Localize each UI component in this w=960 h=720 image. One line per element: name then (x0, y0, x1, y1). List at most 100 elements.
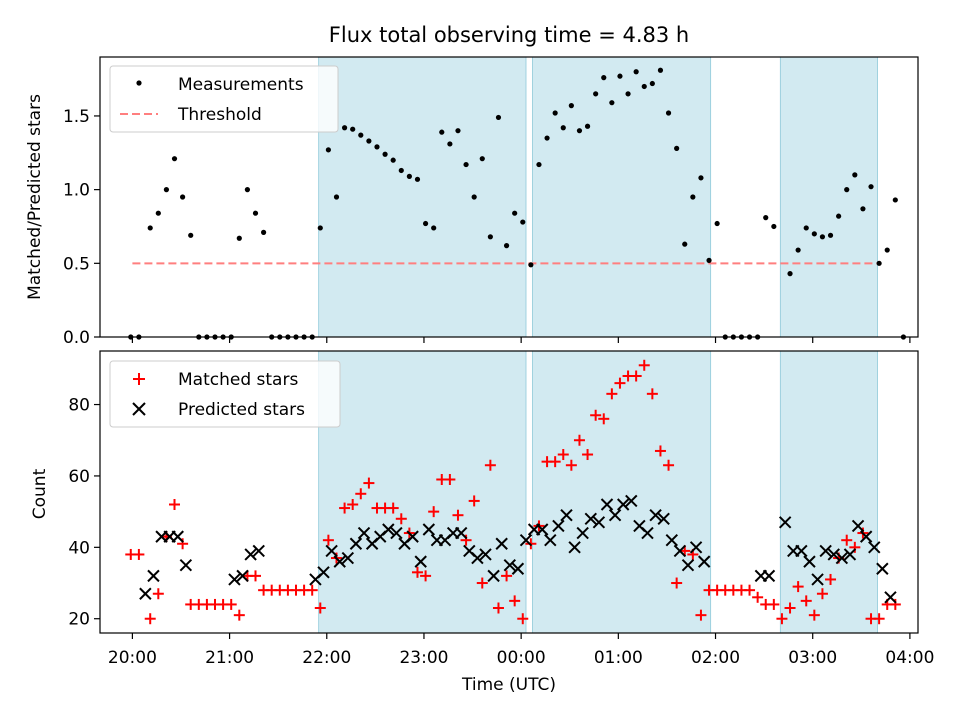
measurement-point (528, 262, 534, 268)
measurement-point (884, 247, 890, 253)
measurement-point (560, 125, 566, 131)
predicted-star-point (778, 516, 792, 529)
measurement-point (811, 231, 817, 237)
predicted-star-point (689, 541, 703, 554)
bottom-y-tick-label: 60 (68, 467, 90, 487)
matched-star-point (654, 445, 666, 457)
predicted-star-point (803, 555, 816, 568)
bottom-y-axis-label: Count (30, 468, 50, 519)
matched-star-point (452, 509, 464, 521)
predicted-star-point (406, 530, 419, 543)
matched-star-point (501, 570, 513, 582)
predicted-star-point (697, 555, 711, 568)
matched-star-point (476, 577, 488, 589)
x-axis-label: Time (UTC) (461, 675, 556, 695)
predicted-star-point (535, 523, 549, 536)
predicted-star-point (552, 519, 565, 533)
measurement-point (390, 157, 396, 163)
matched-star-point (873, 613, 885, 625)
shaded-interval (779, 56, 878, 338)
measurement-point (414, 176, 421, 182)
measurement-point (836, 213, 842, 219)
predicted-star-point (835, 551, 849, 565)
measurement-point (552, 110, 558, 116)
measurement-point (244, 187, 251, 193)
matched-star-point (339, 502, 351, 514)
matched-star-point (825, 573, 837, 585)
matched-star-point (557, 449, 569, 461)
predicted-star-point (868, 541, 881, 554)
x-tick-label: 01:00 (594, 648, 643, 668)
predicted-star-point (479, 548, 492, 561)
x-tick-label: 23:00 (399, 648, 448, 668)
measurement-point (576, 128, 583, 134)
matched-star-point (169, 498, 181, 510)
predicted-star-point (171, 530, 184, 543)
matched-star-point (133, 548, 145, 560)
predicted-star-point (592, 516, 606, 529)
top-legend-box (109, 65, 339, 133)
predicted-star-point (649, 508, 662, 522)
matched-star-point (484, 459, 496, 471)
matched-star-point (225, 598, 237, 610)
matched-star-point (549, 456, 561, 468)
measurement-point (398, 167, 404, 174)
measurement-point (358, 132, 364, 138)
matched-star-point (363, 477, 375, 489)
measurement-point (422, 220, 429, 227)
predicted-star-point (795, 544, 808, 558)
top-y-ticks: 0.0 0.5 1.0 1.5 (63, 107, 100, 348)
matched-stars-points (125, 359, 901, 625)
measurement-point (892, 197, 898, 203)
measurement-point (366, 138, 372, 144)
measurement-point (455, 128, 461, 134)
matched-star-point (646, 388, 658, 400)
measurement-point (520, 219, 526, 225)
measurement-point (341, 125, 348, 131)
x-tick-label: 22:00 (302, 648, 351, 668)
matched-star-point (784, 602, 796, 614)
predicted-star-point (487, 569, 500, 583)
matched-star-point (808, 609, 820, 621)
x-tick-label: 20:00 (108, 648, 157, 668)
predicted-star-point (560, 508, 573, 522)
measurement-point (803, 225, 809, 231)
predicted-star-point (576, 526, 589, 540)
top-y-tick-label: 0.0 (63, 328, 90, 348)
x-tick-label: 03:00 (788, 648, 837, 668)
predicted-star-point (819, 544, 832, 558)
matched-star-point (565, 459, 577, 471)
top-y-axis-label: Matched/Predicted stars (25, 94, 45, 300)
shaded-interval (532, 350, 712, 634)
predicted-star-point (244, 548, 257, 561)
predicted-star-point (349, 537, 363, 550)
top-shaded-intervals (318, 56, 878, 338)
matched-star-point (816, 588, 828, 600)
legend-matched-label: Matched stars (178, 370, 298, 390)
measurement-point (463, 161, 469, 168)
x-tick-label: 04:00 (885, 648, 934, 668)
measurement-point (876, 260, 882, 266)
chart-title: Flux total observing time = 4.83 h (329, 23, 689, 47)
top-legend: Measurements Threshold (109, 65, 339, 133)
measurement-point (649, 80, 655, 87)
predicted-star-point (333, 555, 346, 568)
measurement-point (236, 235, 242, 241)
bottom-legend-box (109, 360, 341, 428)
predicted-star-point (673, 544, 687, 558)
predicted-star-point (341, 551, 355, 565)
measurement-point (714, 220, 720, 227)
measurement-point (698, 175, 704, 181)
shaded-interval (779, 350, 878, 634)
predicted-star-point (147, 569, 160, 583)
bottom-y-tick-label: 80 (68, 396, 90, 416)
matched-star-point (322, 534, 334, 546)
predicted-star-point (519, 533, 533, 547)
shaded-interval (318, 350, 527, 634)
x-tick-label: 21:00 (205, 648, 254, 668)
predicted-star-point (544, 533, 557, 547)
measurement-point (617, 73, 623, 79)
matched-star-point (582, 449, 594, 461)
matched-star-point (573, 434, 585, 446)
matched-star-point (776, 613, 788, 625)
